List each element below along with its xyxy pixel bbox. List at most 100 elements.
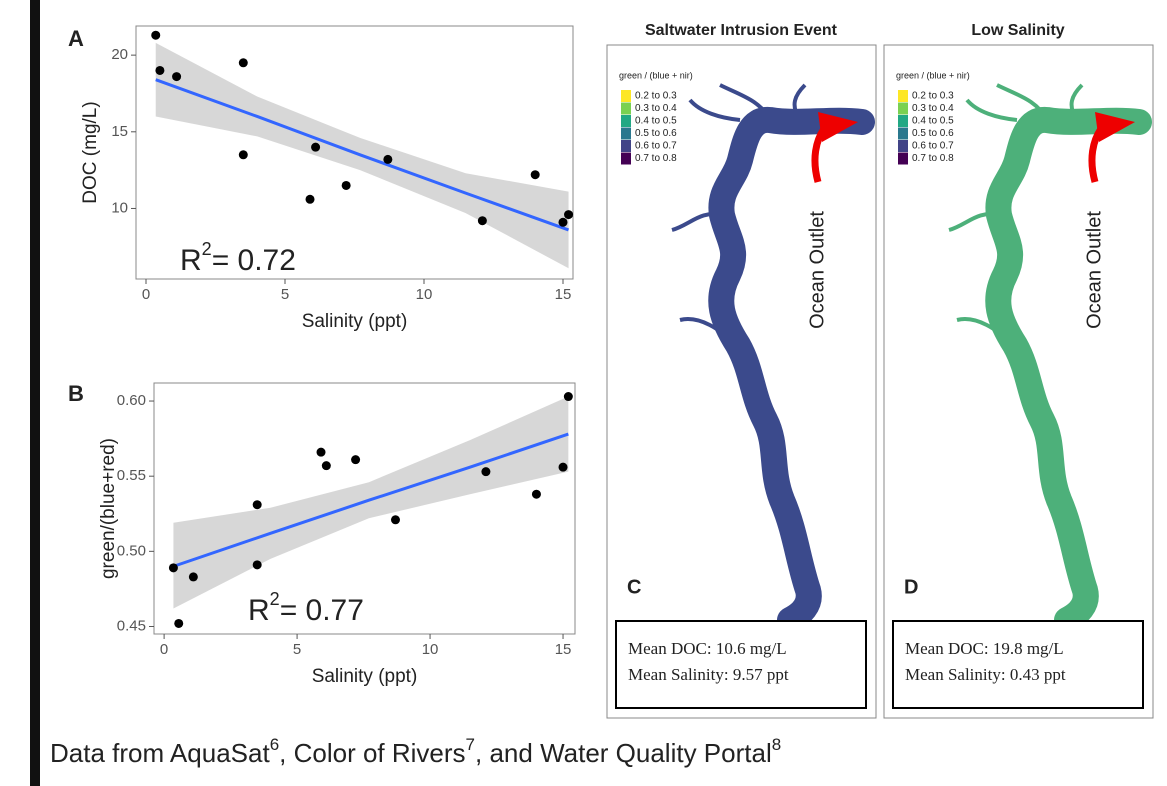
r-squared-sup: 2 [202, 239, 212, 259]
point [532, 490, 541, 499]
point [559, 463, 568, 472]
x-tick-label: 5 [281, 286, 289, 303]
point [151, 31, 160, 40]
r-squared-text: = 0.77 [280, 594, 364, 627]
annotation: Ocean Outlet [806, 211, 828, 329]
legend-label: 0.3 to 0.4 [635, 103, 677, 114]
x-tick-label: 0 [160, 641, 168, 658]
r-squared: R2= 0.72 [180, 239, 296, 277]
panel-letter: D [904, 576, 918, 598]
caption: Data from AquaSat6, Color of Rivers7, an… [50, 735, 781, 767]
legend-swatch [621, 140, 631, 152]
legend-swatch [898, 140, 908, 152]
point [481, 467, 490, 476]
point [253, 560, 262, 569]
point [564, 210, 573, 219]
legend-swatch [898, 128, 908, 140]
stats-line: Mean DOC: 19.8 mg/L [905, 639, 1064, 658]
point [239, 150, 248, 159]
x-tick-label: 15 [555, 286, 572, 303]
x-axis-label: Salinity (ppt) [312, 666, 418, 687]
point [322, 461, 331, 470]
legend-label: 0.3 to 0.4 [912, 103, 954, 114]
caption-text: , and Water Quality Portal [475, 738, 772, 768]
caption-sup: 8 [772, 735, 781, 754]
point [174, 619, 183, 628]
legend-title: green / (blue + nir) [619, 70, 693, 80]
x-tick-label: 5 [293, 641, 301, 658]
legend-swatch [898, 153, 908, 165]
caption-text: , Color of Rivers [279, 738, 465, 768]
point [169, 563, 178, 572]
point [391, 515, 400, 524]
legend-label: 0.6 to 0.7 [635, 141, 677, 152]
r-squared-base: R [180, 244, 202, 277]
stats-line: Mean Salinity: 9.57 ppt [628, 665, 789, 684]
point [558, 218, 567, 227]
y-tick-label: 15 [111, 123, 128, 140]
r-squared: R2= 0.77 [248, 589, 364, 627]
x-tick-label: 0 [142, 286, 150, 303]
caption-sup: 7 [466, 735, 475, 754]
stats-line: Mean DOC: 10.6 mg/L [628, 639, 787, 658]
y-tick-label: 0.55 [117, 467, 146, 484]
legend-label: 0.4 to 0.5 [912, 116, 954, 127]
point [478, 216, 487, 225]
point [351, 455, 360, 464]
y-axis-label: green/(blue+red) [98, 438, 119, 579]
r-squared-base: R [248, 594, 270, 627]
legend-label: 0.6 to 0.7 [912, 141, 954, 152]
legend-label: 0.7 to 0.8 [635, 153, 677, 164]
legend-label: 0.7 to 0.8 [912, 153, 954, 164]
y-tick-label: 0.50 [117, 542, 146, 559]
caption-sup: 6 [270, 735, 279, 754]
point [311, 143, 320, 152]
legend-swatch [621, 153, 631, 165]
point [317, 448, 326, 457]
point [383, 155, 392, 164]
legend-label: 0.2 to 0.3 [912, 91, 954, 102]
x-tick-label: 15 [555, 641, 572, 658]
legend-swatch [898, 90, 908, 102]
legend-label: 0.4 to 0.5 [635, 116, 677, 127]
legend-title: green / (blue + nir) [896, 70, 970, 80]
point [531, 170, 540, 179]
stats-line: Mean Salinity: 0.43 ppt [905, 665, 1066, 684]
legend-swatch [621, 115, 631, 127]
r-squared-text: = 0.72 [212, 244, 296, 277]
legend-label: 0.5 to 0.6 [912, 128, 954, 139]
legend-label: 0.2 to 0.3 [635, 91, 677, 102]
map-title: Low Salinity [971, 22, 1064, 39]
point [564, 392, 573, 401]
x-tick-label: 10 [422, 641, 439, 658]
y-tick-label: 0.45 [117, 617, 146, 634]
point [253, 500, 262, 509]
legend-swatch [898, 115, 908, 127]
legend-swatch [621, 90, 631, 102]
x-axis-label: Salinity (ppt) [302, 311, 408, 332]
legend-swatch [898, 103, 908, 115]
point [155, 66, 164, 75]
left-bar [30, 0, 40, 786]
legend-label: 0.5 to 0.6 [635, 128, 677, 139]
legend-swatch [621, 128, 631, 140]
y-tick-label: 10 [111, 199, 128, 216]
y-axis-label: DOC (mg/L) [80, 101, 101, 203]
figure: Data from AquaSat6, Color of Rivers7, an… [0, 0, 1167, 786]
panel-letter: C [627, 576, 641, 598]
point [189, 572, 198, 581]
point [342, 181, 351, 190]
point [306, 195, 315, 204]
x-tick-label: 10 [416, 286, 433, 303]
r-squared-sup: 2 [270, 589, 280, 609]
panel-letter: A [68, 26, 84, 51]
map-title: Saltwater Intrusion Event [645, 22, 838, 39]
point [239, 58, 248, 67]
caption-text: Data from AquaSat [50, 738, 270, 768]
y-tick-label: 20 [111, 46, 128, 63]
legend-swatch [621, 103, 631, 115]
y-tick-label: 0.60 [117, 392, 146, 409]
panel-letter: B [68, 381, 84, 406]
point [172, 72, 181, 81]
annotation: Ocean Outlet [1083, 211, 1105, 329]
